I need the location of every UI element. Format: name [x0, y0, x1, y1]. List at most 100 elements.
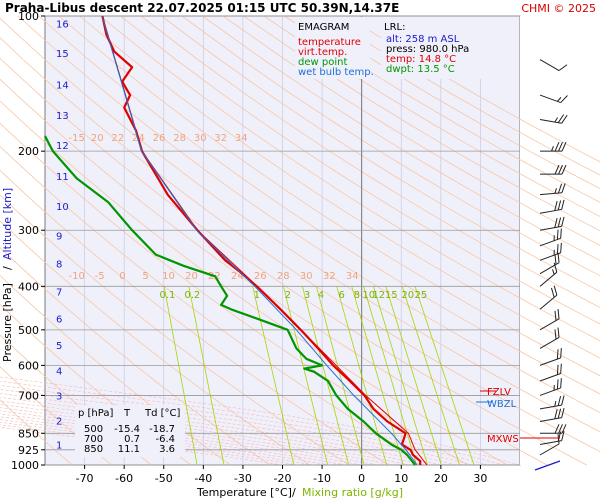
- moist-adiabat-line: [0, 400, 426, 466]
- wind-barb-shaft: [539, 225, 562, 231]
- moist-adiabat-line: [0, 410, 378, 466]
- wind-barb: [539, 114, 568, 124]
- mixing-ratio-line: [252, 286, 295, 466]
- wind-barb-half-feather: [552, 269, 555, 275]
- pressure-tick-label: 700: [18, 389, 39, 402]
- moist-adiabat-line: [0, 404, 410, 466]
- altitude-tick-label: 3: [56, 392, 62, 403]
- dry-adiabat-label: -15: [69, 133, 85, 144]
- mixing-ratio-line: [351, 286, 404, 466]
- dry-adiabat-label: 30: [194, 133, 207, 144]
- pressure-tick-label: 850: [18, 427, 39, 440]
- table-row-t: 0.7: [124, 434, 140, 445]
- wind-barb-feather: [557, 396, 562, 406]
- wind-barb-shaft: [539, 94, 561, 104]
- wind-barb-half-feather: [551, 145, 554, 152]
- lrl-info: LRL: alt: 258 m ASL press: 980.0 hPa tem…: [381, 17, 481, 79]
- wind-barb-half-feather: [554, 400, 557, 407]
- mixing-ratio-line: [315, 286, 365, 466]
- dry-adiabat-line: [202, 15, 600, 261]
- dry-adiabat-label: 32: [323, 271, 336, 282]
- altitude-tick-label: 9: [56, 231, 62, 242]
- dry-adiabat-line: [181, 15, 600, 277]
- dry-adiabat-line: [0, 37, 600, 453]
- wind-barb-feather: [558, 141, 563, 152]
- wind-barb-half-feather: [553, 235, 555, 241]
- wind-barb: [539, 378, 562, 396]
- wind-barb-feather: [561, 141, 567, 152]
- wind-barb-shaft: [539, 318, 560, 331]
- wind-barb: [539, 262, 558, 287]
- mixing-ratio-label: 1: [254, 290, 260, 301]
- lrl-altitude: alt: 258 m ASL: [386, 34, 460, 45]
- altitude-tick-label: 1: [56, 440, 62, 451]
- pressure-tick-label: 100: [18, 10, 39, 23]
- wind-barb-half-feather: [553, 249, 555, 256]
- wind-barb-shaft: [539, 404, 562, 410]
- wind-barb-feather: [561, 395, 565, 406]
- lrl-pressure: press: 980.0 hPa: [386, 44, 469, 55]
- svg-text:/: /: [1, 266, 14, 270]
- legend-item-dew-point: dew point: [298, 57, 347, 68]
- mixing-ratio-label: 10: [362, 290, 375, 301]
- x-tick-label: -10: [313, 472, 331, 485]
- legend-item-wet-bulb: wet bulb temp.: [298, 67, 374, 78]
- x-axis-label-mixing: Mixing ratio [g/kg]: [302, 486, 403, 499]
- y-axis-label: Pressure [hPa]: [1, 283, 14, 362]
- dry-adiabat-label: 26: [254, 271, 267, 282]
- wind-barb-shaft: [539, 357, 561, 366]
- wind-barb-feather: [557, 200, 562, 211]
- lrl-title: LRL:: [384, 22, 405, 33]
- altitude-tick-label: 16: [56, 20, 69, 31]
- wind-barb-feather: [554, 217, 558, 228]
- mixing-ratio-line: [414, 286, 475, 466]
- wind-barb-feather: [557, 308, 560, 319]
- level-markers: FZLV WBZL MXWS: [476, 387, 560, 445]
- mixing-ratio-label: 8: [354, 290, 360, 301]
- wind-barb-shaft: [539, 208, 562, 214]
- dry-adiabat-line: [161, 15, 600, 292]
- mixing-ratio-label: 2: [285, 290, 291, 301]
- x-tick-label: -70: [76, 472, 94, 485]
- dry-adiabat-line: [58, 15, 600, 377]
- table-row-p: 700: [84, 434, 103, 445]
- dry-adiabat-label: 28: [277, 271, 290, 282]
- wind-barb-feather: [554, 424, 560, 434]
- moist-adiabat-line: [0, 407, 394, 466]
- wind-barb-feather: [560, 242, 562, 253]
- wind-barb: [539, 348, 562, 366]
- wind-barb-feather: [561, 183, 566, 193]
- dry-adiabat-line: [0, 399, 73, 466]
- wind-barb: [539, 252, 560, 275]
- dry-adiabat-label: -5: [95, 271, 105, 282]
- dry-adiabat-line: [38, 15, 600, 395]
- moist-adiabat-line: [0, 393, 457, 466]
- mixing-ratio-line: [188, 286, 225, 466]
- wind-barb-feather: [556, 379, 559, 390]
- mixing-ratio-line: [283, 286, 329, 466]
- pressure-tick-label: 925: [18, 444, 39, 457]
- dry-adiabat-line: [222, 15, 600, 246]
- wind-barb-feather: [556, 364, 559, 375]
- wbzl-label: WBZL: [487, 399, 517, 410]
- mixing-ratio-line: [373, 286, 428, 466]
- pressure-tick-label: 1000: [11, 459, 39, 472]
- wind-barb-feather: [556, 229, 559, 240]
- wind-barb-shaft: [539, 59, 560, 71]
- dry-adiabat-label: 32: [214, 133, 227, 144]
- mixing-ratio-label: 25: [415, 290, 428, 301]
- wind-barb-feather: [557, 252, 560, 263]
- x-tick-label: 30: [473, 472, 487, 485]
- dry-adiabat-line: [120, 15, 600, 325]
- dry-adiabat-label: 26: [153, 133, 166, 144]
- table-header-td: Td [°C]: [144, 408, 181, 419]
- wind-barb-feather: [560, 228, 562, 239]
- wind-barb-feather: [556, 244, 559, 254]
- altitude-tick-label: 2: [56, 416, 62, 427]
- wind-barb-shaft: [539, 271, 558, 287]
- wind-barb-half-feather: [554, 188, 557, 194]
- wind-barb-shaft: [539, 118, 562, 124]
- dry-adiabat-label: 0: [119, 271, 125, 282]
- table-header-p: p [hPa]: [78, 408, 113, 419]
- wind-barb: [539, 308, 560, 331]
